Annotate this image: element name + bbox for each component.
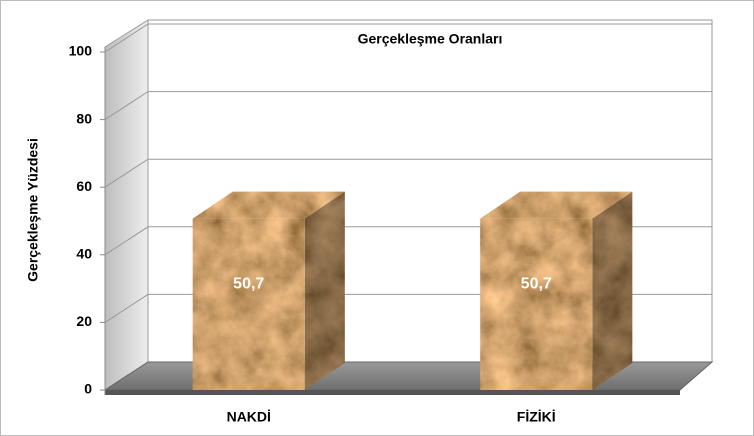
x-tick-label: FİZİKİ bbox=[517, 409, 556, 425]
data-label: 50,7 bbox=[233, 276, 264, 293]
side-wall bbox=[104, 19, 149, 391]
x-tick-label: NAKDİ bbox=[227, 409, 271, 425]
bar-side-shade bbox=[304, 191, 345, 390]
bar-side bbox=[304, 191, 345, 390]
grid-line bbox=[104, 91, 712, 121]
y-axis-label: Gerçekleşme Yüzdesi bbox=[25, 138, 41, 282]
grid-line bbox=[104, 23, 712, 53]
y-tick-label: 40 bbox=[76, 246, 92, 262]
y-tick-label: 100 bbox=[69, 43, 93, 59]
floor-edge bbox=[105, 390, 680, 395]
bar bbox=[192, 218, 305, 390]
bar bbox=[480, 218, 593, 390]
chart-title: Gerçekleşme Oranları bbox=[358, 31, 503, 47]
y-tick-label: 20 bbox=[76, 313, 92, 329]
y-tick-label: 80 bbox=[76, 110, 92, 126]
bar-side-shade bbox=[592, 191, 633, 390]
bar-top bbox=[192, 191, 345, 219]
grid-line bbox=[104, 158, 712, 188]
bar-side bbox=[592, 191, 633, 390]
bar-top bbox=[480, 191, 633, 219]
y-tick-label: 60 bbox=[76, 178, 92, 194]
data-label: 50,7 bbox=[521, 276, 552, 293]
y-tick-label: 0 bbox=[84, 381, 92, 397]
